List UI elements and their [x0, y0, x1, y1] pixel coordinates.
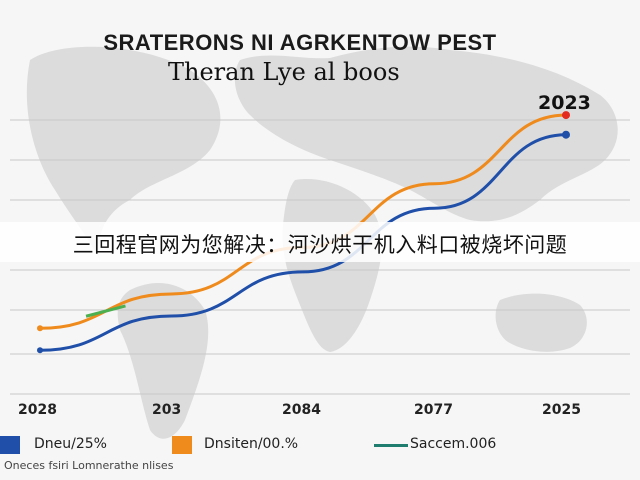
series-point: [562, 130, 570, 139]
x-tick-label: 203: [152, 402, 182, 418]
overlay-banner-text: 三回程官网为您解决：河沙烘干机入料口被烧坏问题: [72, 233, 568, 257]
legend-label: Dneu/25%: [34, 436, 107, 452]
overlay-banner: [0, 222, 640, 262]
legend-label: Dnsiten/00.%: [204, 436, 299, 452]
series-accent-segment: [85, 304, 126, 318]
x-tick-label: 2084: [282, 402, 321, 418]
legend-label: Saccem.006: [410, 436, 497, 452]
chart-title: SRATERONS NI AGRKENTOW PEST: [103, 30, 497, 55]
chart-subtitle: Theran Lye al boos: [168, 58, 400, 86]
series-point: [37, 325, 43, 332]
legend-swatch: [172, 436, 192, 454]
line-end-label: 2023: [538, 92, 591, 114]
x-tick-label: 2077: [414, 402, 453, 418]
footer-note: Oneces fsiri Lomnerathe nlises: [4, 459, 174, 472]
x-tick-label: 2028: [18, 402, 57, 418]
gridlines: [10, 119, 630, 395]
legend-swatch: [0, 436, 20, 454]
series-line-1: [38, 133, 568, 352]
series-point: [37, 347, 43, 354]
legend-line-swatch: [374, 444, 408, 447]
x-tick-label: 2025: [542, 402, 581, 418]
series-point: [562, 111, 570, 120]
